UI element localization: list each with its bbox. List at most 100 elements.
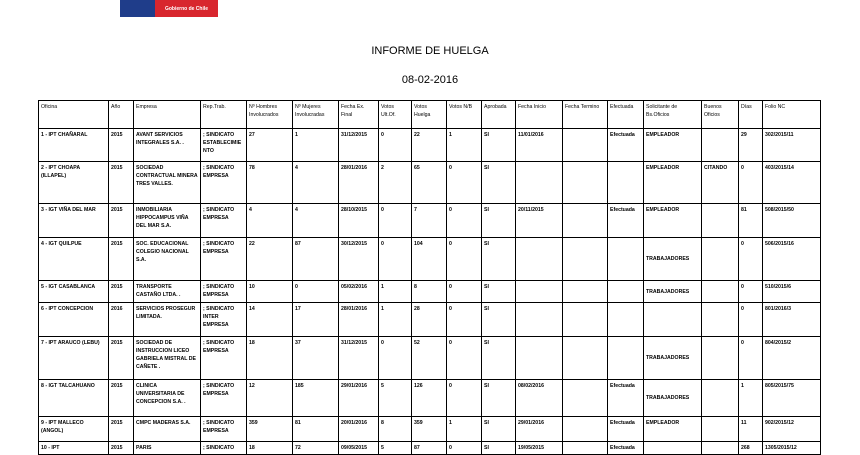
table-cell: EMPLEADOR — [643, 416, 702, 442]
table-cell: 2015 — [108, 441, 134, 455]
table-cell: 18 — [246, 336, 293, 380]
table-cell: 2015 — [108, 416, 134, 442]
table-cell: 0 — [378, 336, 412, 380]
column-header: Nº Hombres Involucrados — [246, 100, 293, 129]
table-cell — [562, 161, 608, 204]
table-cell: PARIS — [133, 441, 201, 455]
table-cell: 87 — [292, 237, 339, 281]
table-cell: 52 — [411, 336, 447, 380]
table-cell: AVANT SERVICIOS INTEGRALES S.A. . — [133, 128, 201, 162]
table-cell: 18 — [246, 441, 293, 455]
table-cell: 08/02/2016 — [515, 379, 563, 417]
table-cell: 4 - IGT QUILPUE — [38, 237, 109, 281]
table-cell: 7 - IPT ARAUCO (LEBU) — [38, 336, 109, 380]
table-cell: 10 - IPT — [38, 441, 109, 455]
table-cell: ; SINDICATO — [200, 441, 247, 455]
table-cell: SI — [481, 336, 516, 380]
table-cell: CMPC MADERAS S.A. — [133, 416, 201, 442]
table-cell — [701, 203, 739, 238]
table-cell: 359 — [246, 416, 293, 442]
report-title: INFORME DE HUELGA — [371, 45, 489, 57]
table-row: 5 - IGT CASABLANCA 2015 TRANSPORTE CASTAÑO… — [38, 280, 821, 303]
table-cell: 0 — [292, 280, 339, 303]
column-header: Votos Huelga — [411, 100, 447, 129]
table-cell — [562, 280, 608, 303]
table-cell: 359 — [411, 416, 447, 442]
strike-report-table: Oficina Año Empresa Rep.Trab. Nº Hombres Inv… — [38, 100, 821, 455]
table-cell — [701, 280, 739, 303]
table-row: 8 - IGT TALCAHUANO 2015 CLINICA UNIVERSITA… — [38, 379, 821, 417]
table-cell: 28/10/2015 — [338, 203, 379, 238]
table-cell: 0 — [446, 302, 482, 337]
table-cell: 0 — [738, 161, 763, 204]
table-cell: 81 — [292, 416, 339, 442]
table-cell: 09/05/2015 — [338, 441, 379, 455]
column-header: Días — [738, 100, 763, 129]
table-cell — [701, 302, 739, 337]
table-cell: 2015 — [108, 280, 134, 303]
table-cell — [607, 302, 644, 337]
column-header: Solicitante de Bs.Oficios — [643, 100, 702, 129]
table-cell — [515, 280, 563, 303]
table-cell — [607, 280, 644, 303]
table-cell: SI — [481, 280, 516, 303]
table-cell: ; SINDICATO EMPRESA — [200, 161, 247, 204]
table-cell: 2015 — [108, 161, 134, 204]
column-header: Buenos Oficios — [701, 100, 739, 129]
table-cell — [515, 336, 563, 380]
column-header: Nº Mujeres Involucradas — [292, 100, 339, 129]
table-cell: 9 - IPT MALLECO (ANGOL) — [38, 416, 109, 442]
table-cell: 2 — [378, 161, 412, 204]
table-cell: 14 — [246, 302, 293, 337]
logo-red-block: Gobierno de Chile — [155, 0, 218, 17]
table-cell: 902/2015/12 — [762, 416, 821, 442]
table-cell: 8 - IGT TALCAHUANO — [38, 379, 109, 417]
table-cell — [643, 302, 702, 337]
table-cell: 0 — [378, 203, 412, 238]
table-cell: 0 — [446, 237, 482, 281]
table-cell: 28/01/2016 — [338, 302, 379, 337]
table-cell: 126 — [411, 379, 447, 417]
table-cell — [643, 441, 702, 455]
table-cell: TRABAJADORES — [643, 379, 702, 417]
table-cell — [701, 441, 739, 455]
table-cell: SI — [481, 237, 516, 281]
table-cell: 29 — [738, 128, 763, 162]
table-cell: 2 - IPT CHOAPA (ILLAPEL) — [38, 161, 109, 204]
table-cell — [607, 237, 644, 281]
table-cell: EMPLEADOR — [643, 161, 702, 204]
table-cell: TRABAJADORES — [643, 336, 702, 380]
table-cell: TRABAJADORES — [643, 280, 702, 303]
table-row: 9 - IPT MALLECO (ANGOL) 2015 CMPC MADERAS … — [38, 416, 821, 442]
table-cell: 804/2015/2 — [762, 336, 821, 380]
table-cell — [515, 302, 563, 337]
table-cell — [562, 379, 608, 417]
table-cell: SI — [481, 379, 516, 417]
table-cell: SOCIEDAD DE INSTRUCCION LICEO GABRIELA M… — [133, 336, 201, 380]
table-cell: 65 — [411, 161, 447, 204]
table-cell: 4 — [292, 161, 339, 204]
table-cell: 1 - IPT CHAÑARAL — [38, 128, 109, 162]
table-cell — [701, 237, 739, 281]
table-cell: CITANDO — [701, 161, 739, 204]
table-cell: 6 - IPT CONCEPCION — [38, 302, 109, 337]
column-header: Efectuada — [607, 100, 644, 129]
table-cell: SERVICIOS PROSEGUR LIMITADA. — [133, 302, 201, 337]
table-cell — [701, 379, 739, 417]
column-header: Rep.Trab. — [200, 100, 247, 129]
table-cell: 22 — [246, 237, 293, 281]
table-cell: ; SINDICATO EMPRESA — [200, 336, 247, 380]
table-cell: 185 — [292, 379, 339, 417]
table-cell: 37 — [292, 336, 339, 380]
table-cell: ; SINDICATO EMPRESA — [200, 379, 247, 417]
table-cell: 302/2015/11 — [762, 128, 821, 162]
table-cell — [701, 128, 739, 162]
table-cell: 31/12/2015 — [338, 128, 379, 162]
table-cell — [515, 161, 563, 204]
column-header: Oficina — [38, 100, 109, 129]
table-cell: ; SINDICATO INTER EMPRESA — [200, 302, 247, 337]
table-cell: 0 — [446, 280, 482, 303]
table-cell: 0 — [738, 302, 763, 337]
table-cell: 1 — [446, 128, 482, 162]
column-header: Votos N/B — [446, 100, 482, 129]
